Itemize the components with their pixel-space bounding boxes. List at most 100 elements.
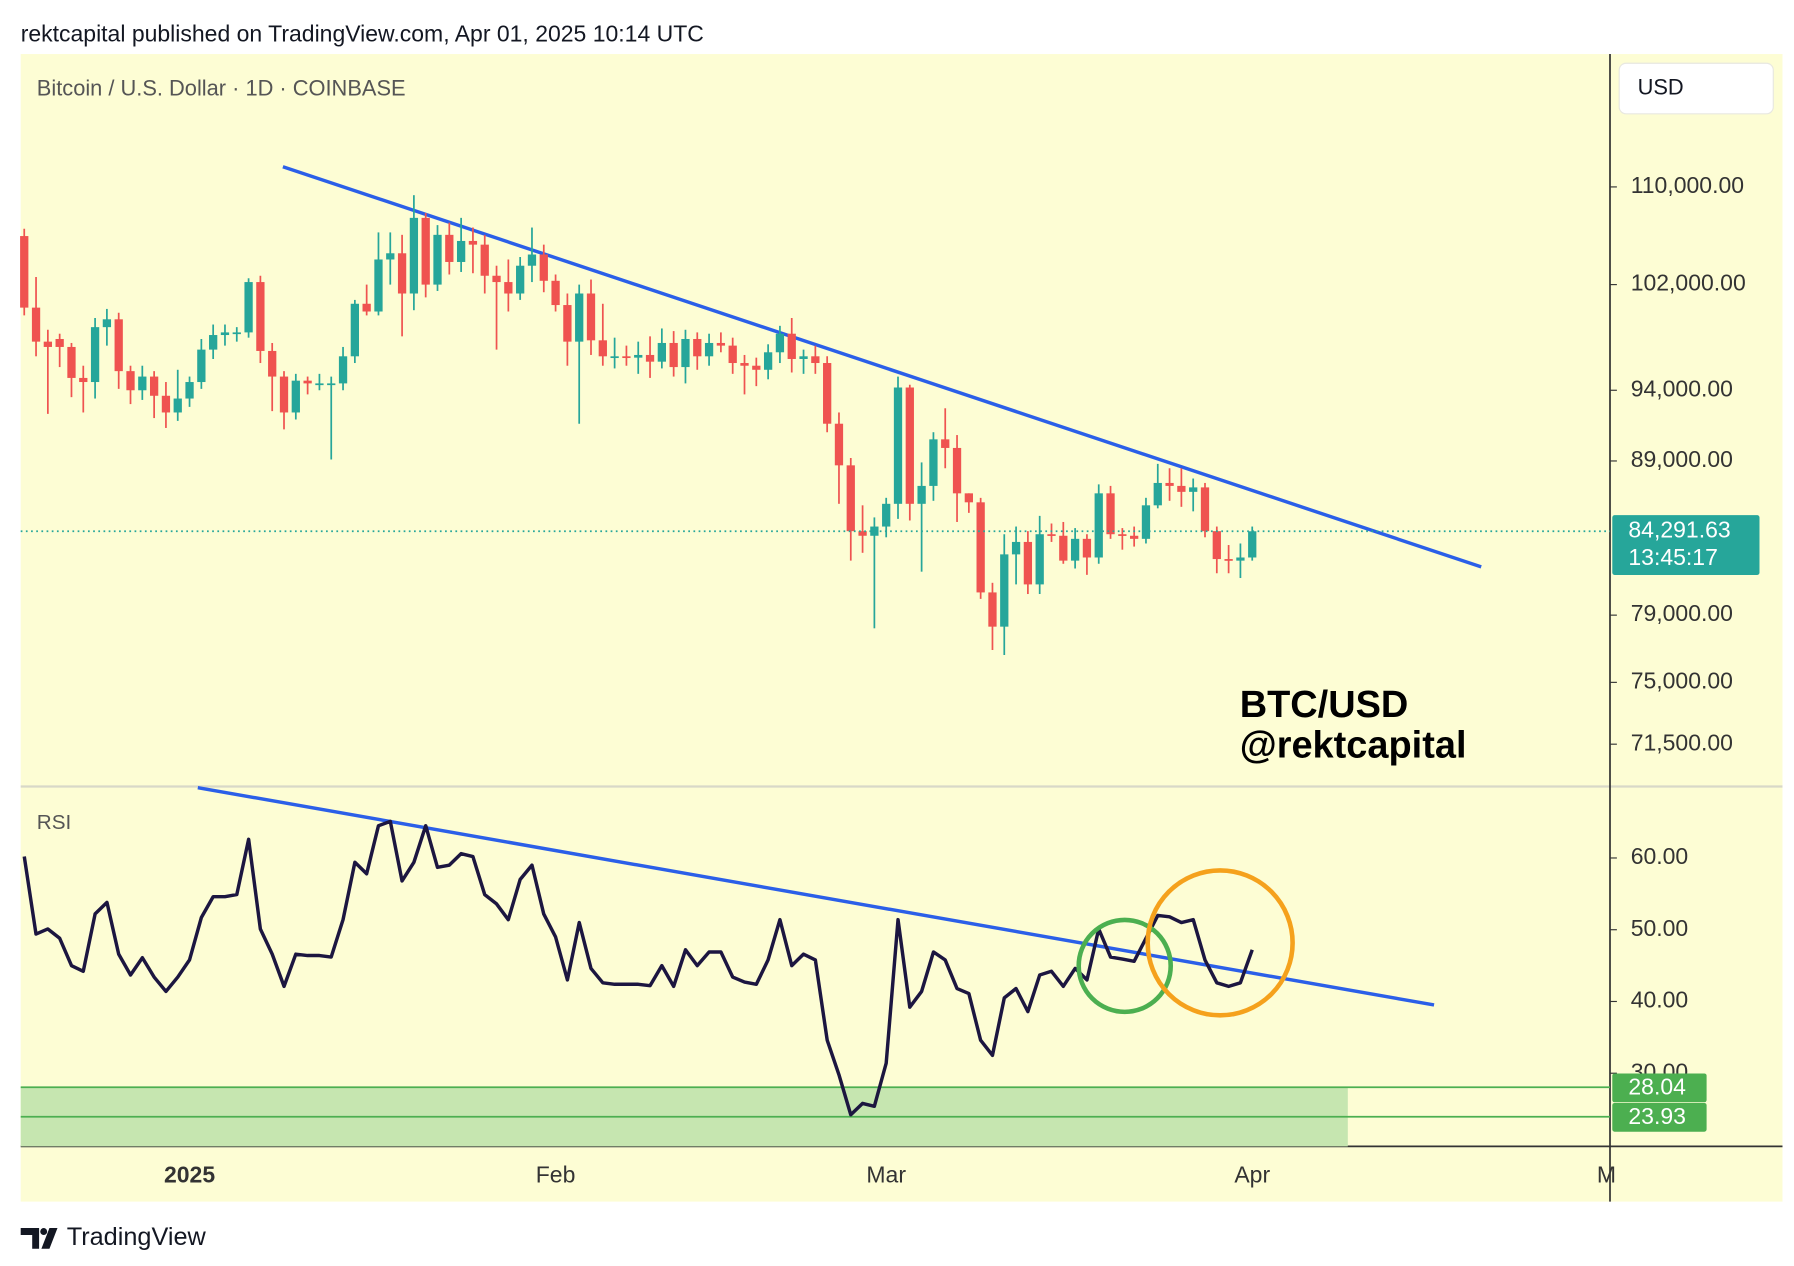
- watermark: BTC/USD: [1240, 684, 1409, 726]
- candle-body: [988, 592, 997, 627]
- candle-body: [244, 282, 253, 333]
- candle-body: [775, 333, 785, 353]
- highlight-circle: [1076, 917, 1173, 1015]
- candle-body: [740, 363, 749, 366]
- candle-body: [870, 526, 879, 536]
- candle-body: [315, 383, 324, 386]
- candle-body: [539, 254, 548, 281]
- candle-body: [1200, 487, 1210, 532]
- candle-body: [669, 342, 678, 368]
- candle-body: [338, 356, 348, 384]
- candle-body: [622, 356, 631, 359]
- candle-body: [823, 363, 832, 424]
- candle-body: [527, 254, 537, 266]
- candle-body: [197, 349, 206, 383]
- watermark: @rektcapital: [1240, 724, 1467, 766]
- brand-name: TradingView: [67, 1223, 207, 1251]
- currency-label[interactable]: USD: [1638, 74, 1684, 99]
- x-tick-label: 2025: [164, 1161, 215, 1187]
- footer: TradingView: [20, 1223, 207, 1251]
- candle-body: [1224, 559, 1233, 561]
- trendline: [282, 165, 1482, 569]
- candle-body: [149, 376, 159, 396]
- candle-body: [67, 346, 76, 378]
- candle-body: [516, 265, 525, 294]
- candle-body: [421, 217, 430, 285]
- currency-box[interactable]: [1618, 62, 1774, 115]
- candle-body: [645, 354, 655, 362]
- x-tick-label: Mar: [866, 1161, 906, 1187]
- candle-body: [681, 338, 690, 368]
- candle-body: [1070, 538, 1080, 561]
- candle-body: [846, 465, 855, 532]
- candle-body: [114, 319, 123, 372]
- candle-body: [55, 338, 64, 347]
- candle-body: [268, 350, 277, 377]
- candle-body: [185, 382, 194, 399]
- candle-body: [811, 356, 820, 364]
- candle-body: [763, 352, 773, 370]
- candle-body: [1000, 554, 1009, 627]
- y-tick-label: 89,000.00: [1631, 446, 1733, 472]
- y-tick-label: 102,000.00: [1631, 270, 1746, 296]
- trendline: [197, 785, 1435, 1007]
- candle-body: [504, 282, 513, 294]
- candle-body: [374, 259, 383, 312]
- zone-label-box: [1612, 1102, 1707, 1132]
- candle-body: [1212, 531, 1221, 560]
- candle-body: [598, 340, 607, 357]
- candle-body: [752, 365, 761, 370]
- x-tick-label: Feb: [536, 1161, 576, 1187]
- candle-body: [1248, 531, 1257, 558]
- y-tick-label: 75,000.00: [1631, 667, 1733, 693]
- last-price-label: 84,291.63: [1628, 516, 1730, 542]
- candle-body: [1153, 482, 1162, 506]
- candle-body: [1035, 534, 1044, 585]
- candle-body: [492, 275, 501, 283]
- candle-body: [79, 377, 88, 383]
- candle-body: [43, 341, 52, 347]
- candle-body: [303, 380, 312, 384]
- candle-body: [409, 217, 419, 294]
- countdown-label: 13:45:17: [1628, 544, 1717, 570]
- candle-body: [126, 371, 135, 391]
- candle-body: [586, 293, 596, 341]
- candle-body: [386, 253, 395, 260]
- candle-body: [964, 493, 973, 503]
- candle-body: [905, 387, 914, 504]
- candle-body: [634, 354, 643, 358]
- candle-body: [787, 333, 796, 359]
- candle-body: [563, 305, 572, 342]
- y-tick-label: 71,500.00: [1631, 729, 1733, 755]
- y-tick-label: 94,000.00: [1631, 375, 1733, 401]
- x-tick-label: M: [1597, 1161, 1616, 1187]
- candle-body: [20, 236, 29, 308]
- candle-body: [1130, 535, 1139, 539]
- candle-body: [362, 303, 371, 312]
- y-tick-label: 40.00: [1631, 987, 1689, 1013]
- candle-body: [256, 282, 265, 351]
- zone-label: 23.93: [1628, 1103, 1686, 1129]
- highlight-circle: [1145, 868, 1295, 1018]
- candle-body: [1118, 534, 1127, 536]
- candle-body: [161, 395, 171, 413]
- candle-body: [551, 280, 560, 306]
- candle-body: [704, 342, 714, 357]
- candle-body: [456, 240, 466, 262]
- candle-body: [31, 307, 41, 342]
- candle-body: [1047, 534, 1056, 536]
- candle-body: [102, 319, 112, 328]
- candle-body: [1082, 538, 1092, 558]
- candle-body: [138, 376, 147, 391]
- candle-body: [480, 244, 489, 276]
- candle-body: [575, 293, 584, 342]
- candle-body: [350, 303, 359, 357]
- candle-body: [834, 423, 844, 466]
- brand-logo-dot: [40, 1228, 48, 1235]
- candle-body: [1094, 493, 1103, 558]
- candle-body: [291, 380, 300, 413]
- brand-logo: [20, 1228, 58, 1249]
- candle-body: [610, 356, 619, 359]
- candle-body: [728, 345, 737, 364]
